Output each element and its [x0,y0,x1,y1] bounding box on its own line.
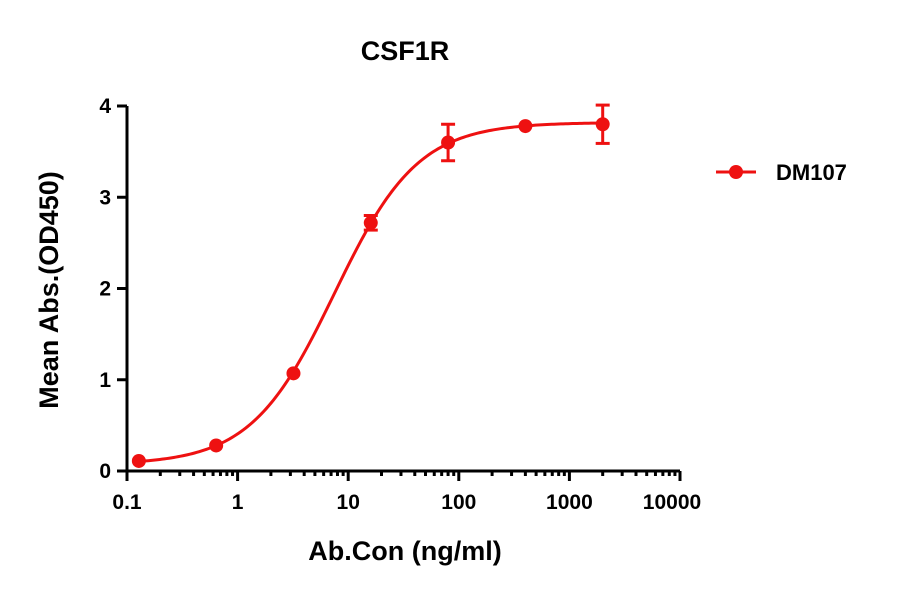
y-tick-label: 2 [99,278,111,301]
y-tick-label: 0 [99,460,111,483]
y-tick-label: 3 [99,186,111,209]
plot-area [131,103,610,468]
x-tick-label: 1000 [546,491,593,514]
fit-curve-dm107 [138,121,603,463]
x-tick-label: 100 [441,491,476,514]
y-ticks: 0 1 2 3 4 [99,95,127,483]
y-axis-label: Mean Abs.(OD450) [34,171,64,409]
data-point [209,438,224,453]
data-point [595,117,610,132]
legend-label-dm107: DM107 [776,160,847,185]
x-tick-label: 1 [232,491,244,514]
data-point [286,366,301,381]
data-point [441,135,456,150]
legend: DM107 [716,160,847,185]
data-point-layer [131,117,610,468]
x-tick-label: 10000 [643,491,701,514]
x-ticks: 0.1 1 10 100 1000 10000 [112,471,701,514]
data-point [131,453,146,468]
data-point [363,215,378,230]
y-tick-label: 1 [99,369,111,392]
legend-marker-dm107 [729,165,743,179]
x-tick-label: 10 [337,491,360,514]
y-tick-label: 4 [99,95,111,118]
x-tick-label: 0.1 [112,491,142,514]
chart-title: CSF1R [361,36,450,66]
data-point [518,119,533,134]
fit-curve-layer [138,121,603,463]
x-axis-label: Ab.Con (ng/ml) [308,536,501,566]
